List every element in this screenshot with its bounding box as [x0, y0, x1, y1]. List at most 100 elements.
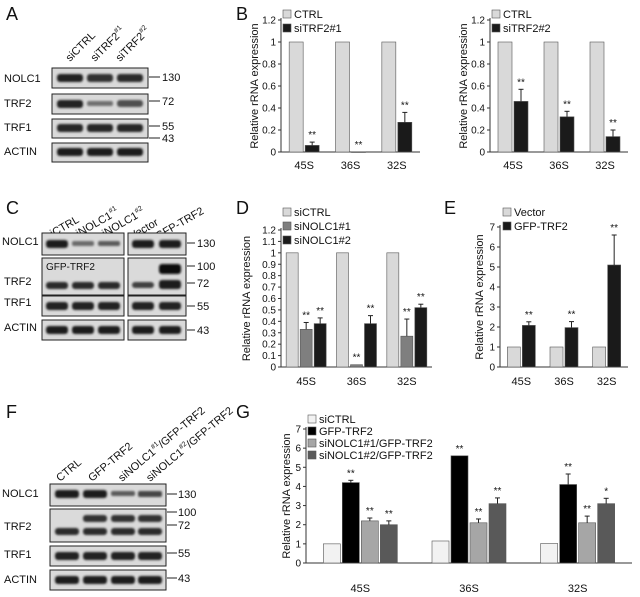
significance-label: ** — [366, 506, 374, 517]
blot-row-label: TRF1 — [4, 122, 32, 134]
legend-label: Vector — [514, 207, 546, 219]
bar — [549, 346, 564, 368]
category-label: 45S — [294, 160, 314, 172]
y-tick-label: 0 — [295, 559, 301, 570]
blot-band — [55, 528, 79, 535]
blot-band — [57, 124, 83, 132]
blot-band — [117, 74, 143, 82]
bar — [351, 151, 366, 153]
blot-row-label: NOLC1 — [4, 73, 41, 85]
legend-swatch — [282, 221, 292, 231]
y-tick-label: 0.6 — [262, 294, 276, 305]
y-axis-label: Relative rRNA expression — [281, 433, 293, 558]
y-tick-label: 0.6 — [262, 82, 276, 93]
significance-label: ** — [401, 100, 409, 111]
significance-label: ** — [417, 292, 425, 303]
blot-band — [98, 326, 120, 334]
bar — [469, 522, 488, 564]
y-tick-label: 2 — [489, 323, 495, 334]
y-tick-label: 0.8 — [262, 60, 276, 71]
blot-band — [138, 528, 162, 535]
blot-band — [55, 552, 79, 560]
bar — [543, 41, 559, 153]
blot-band — [98, 302, 120, 310]
bar — [335, 41, 350, 153]
y-tick-label: 1.2 — [471, 16, 485, 27]
significance-label: * — [604, 486, 608, 497]
y-tick-label: 0.4 — [262, 317, 276, 328]
legend-swatch — [491, 23, 501, 33]
category-label: 45S — [512, 376, 532, 388]
y-tick-label: 1 — [295, 539, 301, 550]
significance-label: ** — [456, 444, 464, 455]
category-label: 36S — [459, 583, 479, 595]
bar — [589, 41, 605, 153]
blot-strip — [49, 569, 167, 591]
legend-label: siTRF2#1 — [294, 23, 342, 35]
blot-band — [159, 302, 181, 310]
legend-swatch — [307, 438, 317, 448]
legend-swatch — [307, 426, 317, 436]
y-tick-label: 0.1 — [262, 351, 276, 362]
bar — [507, 346, 521, 368]
y-tick-label: 4 — [489, 283, 495, 294]
western-blot-f: CTRL GFP-TRF2 siNOLC1#1/GFP-TRF2 siNOLC1… — [2, 405, 236, 591]
y-axis-label: Relative rRNA expression — [249, 23, 261, 148]
bar — [313, 323, 327, 368]
blot-band — [83, 528, 107, 535]
panel-letter-a: A — [6, 4, 18, 24]
y-tick-label: 0.9 — [262, 260, 276, 271]
blot-band — [98, 282, 120, 289]
y-tick-label: 4 — [295, 482, 301, 493]
blot-band — [57, 74, 83, 82]
western-blot-a: siCTRL siTRF2#1 siTRF2#2 NOLC1 TRF2 TRF1… — [4, 24, 180, 163]
blot-band — [72, 241, 94, 246]
y-tick-label: 1 — [270, 248, 276, 259]
bar — [342, 482, 360, 564]
bar — [559, 484, 577, 564]
mw-marker: 130 — [178, 489, 196, 501]
blot-row-label: TRF1 — [4, 549, 32, 561]
blot-band — [57, 148, 83, 156]
significance-label: ** — [353, 353, 361, 364]
bar-chart-d: 00.10.20.30.40.50.60.70.80.911.11.2 Relat… — [241, 207, 432, 388]
y-tick-label: 1 — [270, 38, 276, 49]
y-tick-label: 3 — [489, 303, 495, 314]
blot-strip — [49, 483, 167, 507]
mw-marker: 43 — [162, 133, 174, 145]
bar — [350, 364, 363, 368]
blot-strip — [49, 545, 167, 567]
significance-label: ** — [568, 310, 576, 321]
blot-band — [98, 241, 120, 246]
y-tick-label: 0 — [270, 148, 276, 159]
bar — [400, 335, 414, 368]
category-label: 45S — [503, 160, 523, 172]
y-tick-label: 0.6 — [471, 82, 485, 93]
category-label: 32S — [597, 376, 617, 388]
mw-marker: 72 — [197, 278, 209, 290]
lane-label: CTRL — [54, 457, 84, 485]
category-label: 32S — [387, 160, 407, 172]
mw-marker: 55 — [178, 548, 190, 560]
y-tick-label: 1.2 — [262, 226, 276, 237]
mw-marker: 55 — [162, 121, 174, 133]
bar — [431, 540, 450, 564]
blot-band — [55, 490, 79, 498]
blot-row-label: NOLC1 — [2, 488, 39, 500]
panel-letter-e: E — [444, 198, 456, 218]
legend-label: CTRL — [294, 9, 323, 21]
y-tick-label: 7 — [489, 223, 495, 234]
y-tick-label: 6 — [489, 243, 495, 254]
category-label: 36S — [341, 160, 361, 172]
blot-band — [72, 302, 94, 310]
blot-row-label: TRF2 — [4, 276, 32, 288]
legend-swatch — [307, 414, 317, 424]
legend-swatch — [282, 23, 292, 33]
blot-band — [83, 576, 107, 584]
mw-marker: 100 — [178, 507, 196, 519]
blot-band — [111, 576, 135, 584]
y-tick-label: 1 — [479, 38, 485, 49]
